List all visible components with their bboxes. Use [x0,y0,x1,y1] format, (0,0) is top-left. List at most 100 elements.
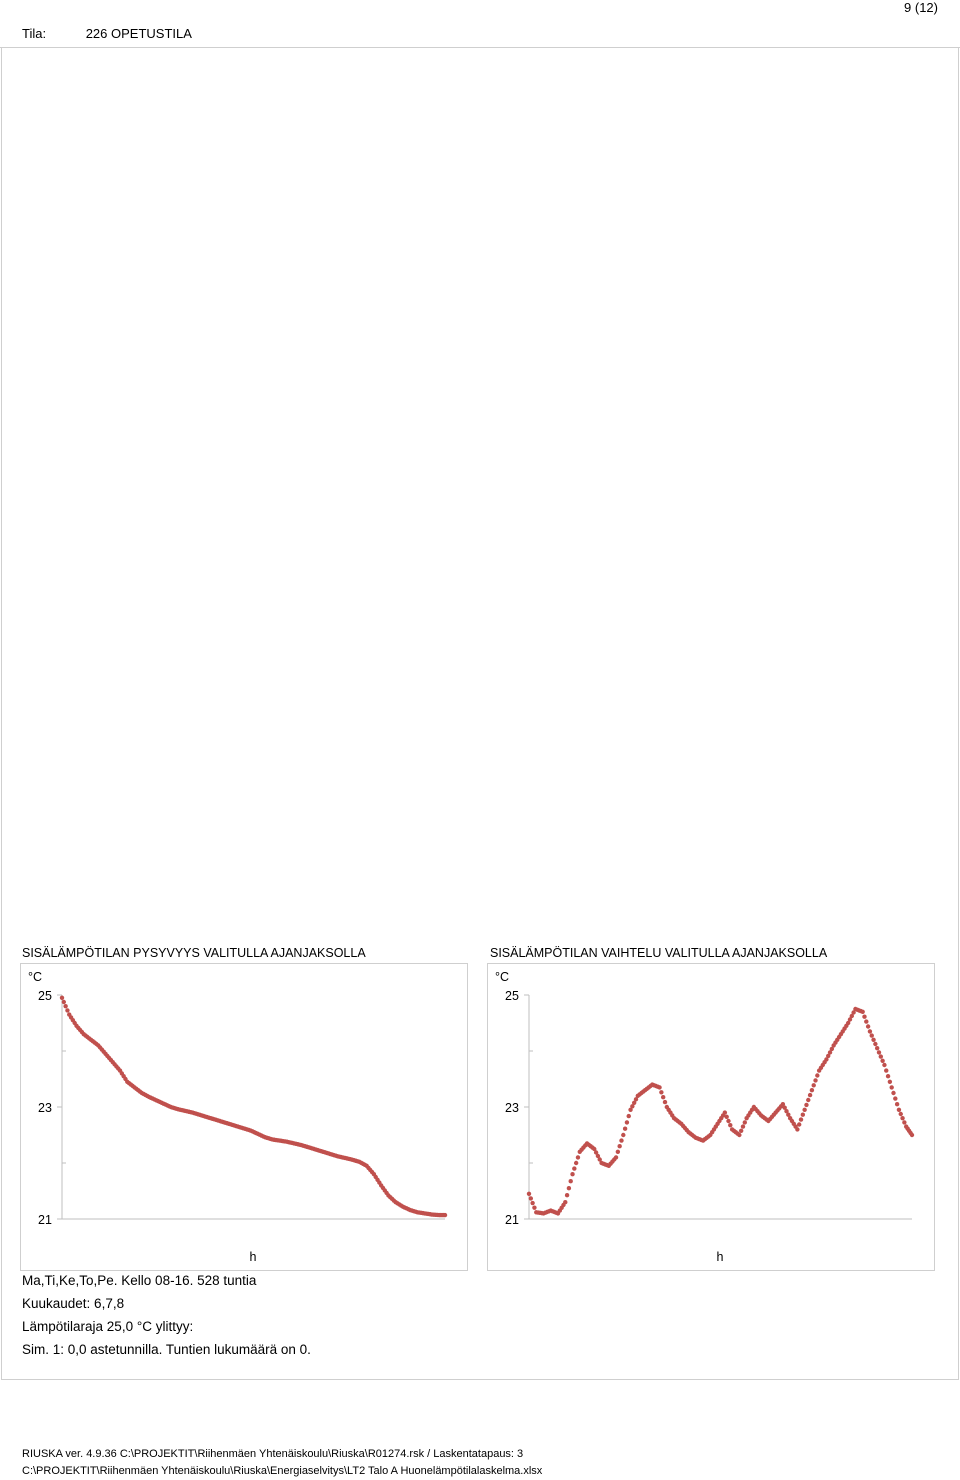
data-point-fill [827,1050,833,1055]
data-point [874,1046,880,1051]
data-point-fill [894,1102,900,1107]
data-point-fill [884,1068,889,1073]
data-point [809,1088,815,1093]
footer-line-2: C:\PROJEKTIT\Riihenmäen Yhtenäiskoulu\Ri… [22,1465,543,1477]
page-number: 9 (12) [904,0,938,15]
header-rule [0,47,960,48]
data-point-fill [864,1019,869,1024]
chart-2-frame [487,963,935,1271]
data-point-fill [726,1118,731,1124]
data-point-fill [738,1128,744,1133]
data-point [59,995,65,1000]
data-point [526,1191,532,1196]
data-point-fill [662,1099,668,1105]
data-point-fill [811,1083,816,1088]
data-point-fill [878,1054,884,1059]
data-point-fill [898,1111,903,1117]
data-point-fill [630,1104,635,1109]
data-point-fill [740,1124,746,1129]
room-label: Tila: [22,26,47,41]
data-point-fill [885,1074,891,1079]
data-point-fill [784,1109,789,1114]
data-point-fill [572,1166,577,1171]
data-point-fill [813,1078,818,1083]
data-point-fill [622,1126,628,1131]
data-point [780,1102,786,1107]
data-point [845,1020,851,1026]
data-point [442,1212,448,1218]
data-point [722,1110,728,1115]
data-point-fill [873,1041,878,1047]
data-point-fill [887,1079,893,1084]
data-point-fill [806,1097,811,1103]
data-point-fill [65,1008,70,1013]
data-point-fill [893,1096,898,1101]
data-point-fill [880,1058,885,1063]
data-point-fill [865,1024,871,1029]
data-point-fill [63,1004,68,1009]
data-point [592,1146,597,1152]
chart-1-title: SISÄLÄMPÖTILAN PYSYVYYS VALITULLA AJANJA… [22,946,366,960]
data-point-fill [782,1105,787,1110]
data-point [613,1155,619,1160]
data-point-fill [876,1050,882,1055]
data-point-fill [633,1097,639,1102]
data-point-fill [617,1144,622,1149]
data-point [860,1009,865,1014]
data-point [882,1062,887,1068]
room-value: 226 OPETUSTILA [85,26,192,41]
data-point-fill [891,1090,896,1096]
info-line-3: Lämpötilaraja 25,0 °C ylittyy: [22,1319,194,1334]
data-point-fill [800,1112,806,1117]
y-unit-label: °C [495,970,509,984]
data-point-fill [631,1100,637,1105]
footer-line-1: RIUSKA ver. 4.9.36 C:\PROJEKTIT\Riihenmä… [22,1448,524,1460]
data-point-fill [575,1155,581,1160]
data-point-fill [849,1013,854,1019]
x-axis-label: h [250,1250,257,1264]
chart-2-plot: 21 23 25 °C h [495,970,915,1264]
chart-1-frame [20,963,468,1271]
data-point-fill [900,1116,905,1121]
data-point-fill [798,1117,804,1122]
data-point-fill [869,1033,874,1038]
x-axis-label: h [717,1250,724,1264]
data-point [909,1132,915,1138]
data-point [570,1172,575,1177]
data-point [657,1085,662,1090]
chart-1-plot: 21 23 25 °C h [28,970,448,1264]
y-tick-label: 23 [505,1101,519,1115]
data-point [824,1057,829,1062]
data-point-fill [566,1186,572,1191]
data-point-fill [815,1073,820,1078]
data-point-fill [624,1120,630,1125]
data-point-fill [568,1179,573,1184]
data-point-fill [593,1150,599,1155]
data-point-fill [659,1090,664,1095]
data-point-fill [742,1120,748,1125]
data-point-fill [619,1138,624,1143]
data-point [628,1107,633,1112]
data-point [896,1107,902,1112]
chart-2-title: SISÄLÄMPÖTILAN VAIHTELU VALITULLA AJANJA… [490,946,828,960]
data-point-fill [728,1123,733,1128]
data-point [889,1085,894,1090]
info-line-1: Ma,Ti,Ke,To,Pe. Kello 08-16. 528 tuntia [22,1273,257,1288]
data-point-fill [851,1010,856,1015]
info-line-4: Sim. 1: 0,0 astetunnilla. Tuntien lukumä… [22,1342,311,1357]
data-point [867,1029,873,1034]
data-point-fill [61,999,67,1005]
data-point-fill [829,1046,835,1052]
y-tick-label: 21 [505,1213,519,1227]
data-point-fill [564,1193,570,1198]
data-point [737,1132,742,1138]
data-point-fill [871,1037,876,1042]
data-point [621,1132,626,1138]
data-point-fill [862,1014,867,1019]
data-point-fill [807,1092,813,1098]
data-point-fill [724,1114,729,1119]
data-point-fill [530,1200,535,1206]
y-tick-label: 21 [38,1213,52,1227]
y-unit-label: °C [28,970,42,984]
data-point-fill [626,1113,631,1119]
